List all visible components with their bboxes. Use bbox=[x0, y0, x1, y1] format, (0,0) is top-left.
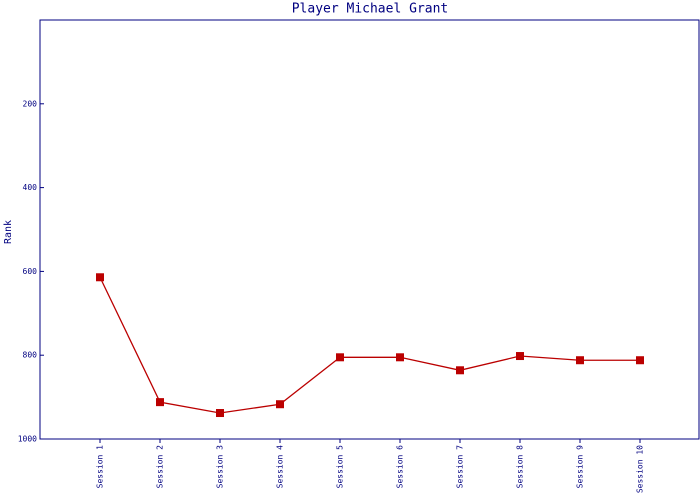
line bbox=[99, 276, 640, 414]
marker bbox=[456, 366, 464, 375]
y-axis-label: Rank bbox=[3, 220, 14, 244]
x-tick-label: Session 5 bbox=[336, 445, 345, 489]
x-tick-label: Session 3 bbox=[216, 445, 225, 489]
marker bbox=[216, 409, 224, 418]
marker bbox=[96, 273, 104, 282]
x-tick-label: Session 2 bbox=[156, 445, 165, 489]
x-tick-label: Session 10 bbox=[636, 445, 645, 493]
y-tick-label: 800 bbox=[23, 351, 38, 360]
x-tick-label: Session 4 bbox=[276, 445, 285, 489]
y-tick-label: 200 bbox=[23, 99, 38, 108]
y-tick-label: 600 bbox=[23, 267, 38, 276]
chart-title: Player Michael Grant bbox=[292, 2, 449, 17]
marker bbox=[336, 353, 344, 362]
x-tick-label: Session 8 bbox=[516, 445, 525, 489]
marker bbox=[576, 356, 584, 365]
marker bbox=[156, 398, 164, 407]
marker bbox=[516, 352, 524, 361]
x-tick-label: Session 7 bbox=[456, 445, 465, 489]
marker bbox=[276, 400, 284, 409]
plot-frame bbox=[39, 19, 700, 440]
x-tick-label: Session 6 bbox=[396, 445, 405, 489]
marker bbox=[636, 356, 644, 365]
marker bbox=[396, 353, 404, 362]
x-tick-label: Session 1 bbox=[96, 445, 105, 489]
y-tick-label: 1000 bbox=[18, 435, 37, 444]
x-tick-label: Session 9 bbox=[576, 445, 585, 489]
y-tick-label: 400 bbox=[23, 183, 38, 192]
